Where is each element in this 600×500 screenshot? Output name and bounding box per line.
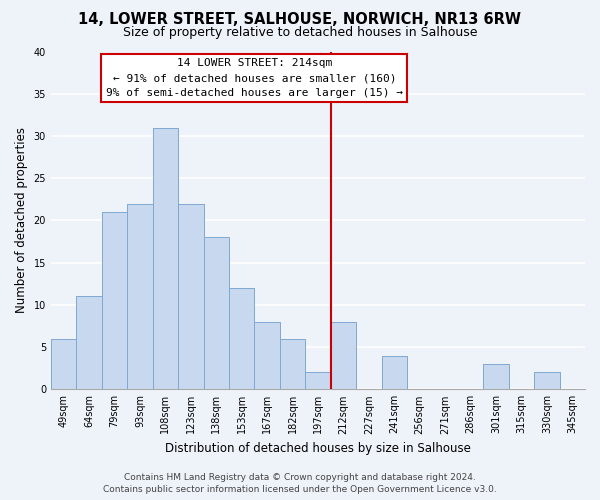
Bar [127,204,152,390]
Bar [483,364,509,390]
Text: Size of property relative to detached houses in Salhouse: Size of property relative to detached ho… [123,26,477,39]
Bar [305,372,331,390]
Bar [280,338,305,390]
Bar [178,204,203,390]
Bar [229,288,254,390]
Text: 14, LOWER STREET, SALHOUSE, NORWICH, NR13 6RW: 14, LOWER STREET, SALHOUSE, NORWICH, NR1… [79,12,521,28]
Y-axis label: Number of detached properties: Number of detached properties [15,128,28,314]
Bar [51,338,76,390]
Bar [203,238,229,390]
Bar [534,372,560,390]
Bar [331,322,356,390]
Bar [76,296,102,390]
Text: 14 LOWER STREET: 214sqm
← 91% of detached houses are smaller (160)
9% of semi-de: 14 LOWER STREET: 214sqm ← 91% of detache… [106,58,403,98]
Bar [382,356,407,390]
Text: Contains HM Land Registry data © Crown copyright and database right 2024.
Contai: Contains HM Land Registry data © Crown c… [103,472,497,494]
Bar [254,322,280,390]
Bar [102,212,127,390]
Bar [152,128,178,390]
X-axis label: Distribution of detached houses by size in Salhouse: Distribution of detached houses by size … [165,442,471,455]
